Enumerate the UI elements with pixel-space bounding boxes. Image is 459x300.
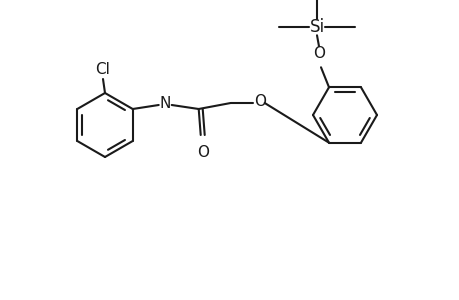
Text: O: O [312,46,325,61]
Text: O: O [253,94,265,109]
Text: Si: Si [309,18,324,36]
Text: Cl: Cl [95,62,110,77]
Text: O: O [196,145,208,160]
Text: N: N [159,95,170,110]
